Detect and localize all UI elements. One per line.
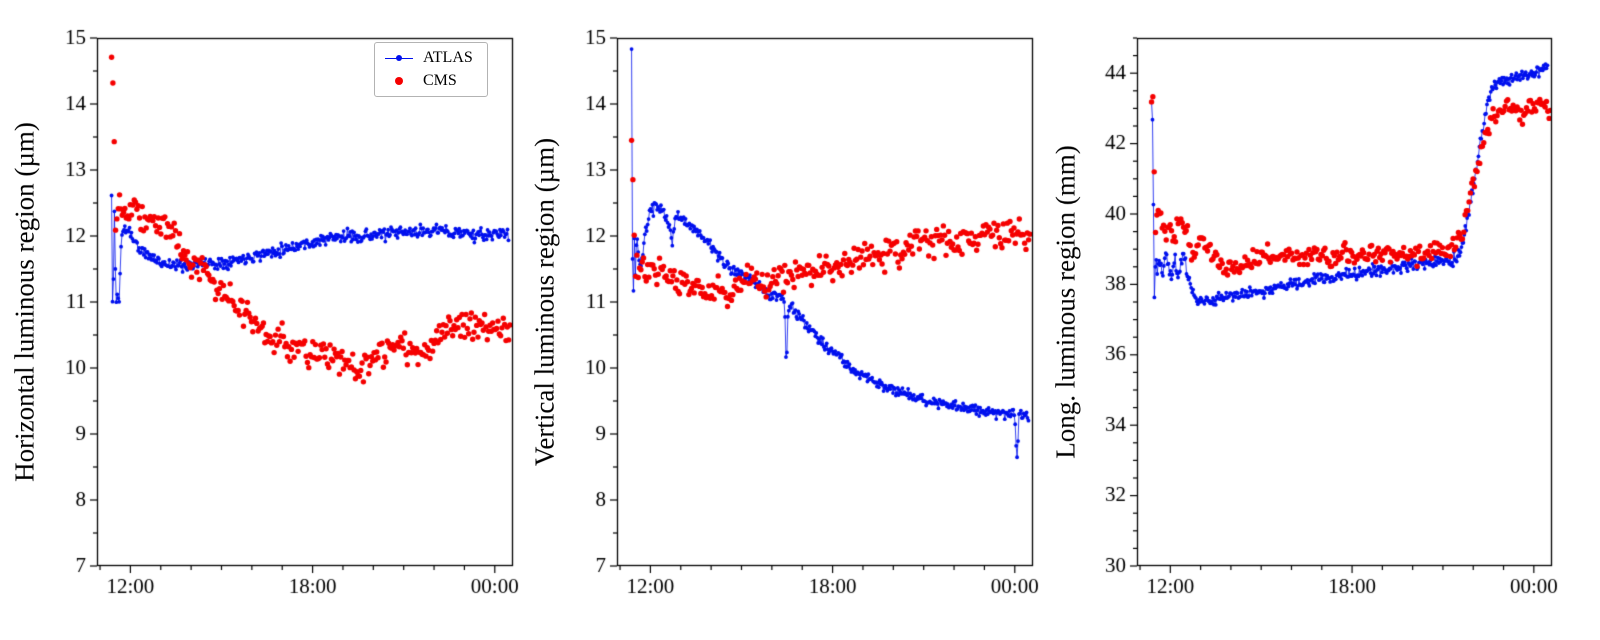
legend-item-cms: CMS [385,73,473,89]
legend-item-atlas: ATLAS [385,50,473,66]
y-axis-label-horizontal-luminous-region: Horizontal luminous region (µm) [9,122,40,482]
cms-dot-marker-icon [385,76,413,86]
y-axis-label-long-luminous-region: Long. luminous region (mm) [1050,145,1081,459]
y-axis-label-vertical-luminous-region: Vertical luminous region (µm) [529,137,560,467]
legend-label-atlas: ATLAS [423,49,473,66]
legend-label-cms: CMS [423,72,457,89]
legend: ATLAS CMS [374,42,488,97]
atlas-line-dot-marker-icon [385,53,413,63]
